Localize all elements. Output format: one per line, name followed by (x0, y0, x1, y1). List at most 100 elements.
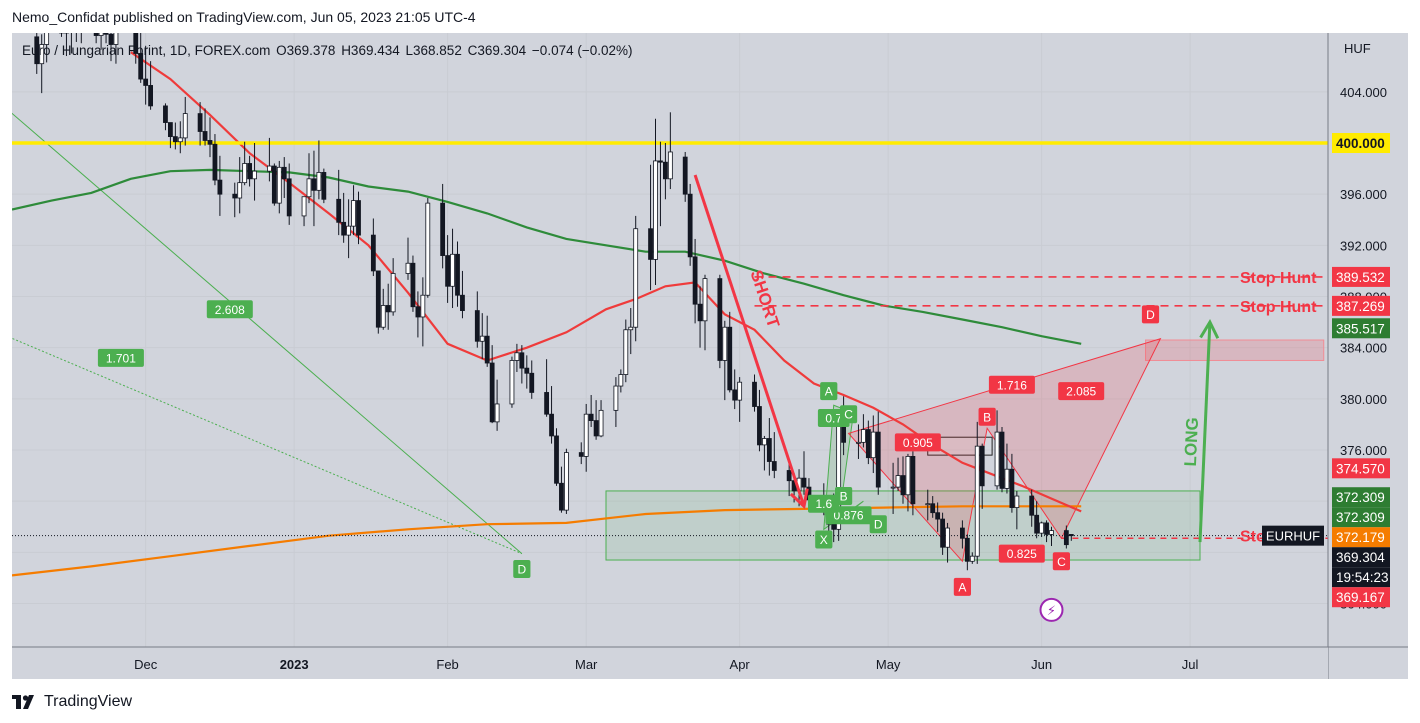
candle (212, 143, 218, 181)
candle (494, 403, 500, 423)
candle (564, 452, 569, 511)
price-tag-6: 372.309 (1336, 510, 1385, 525)
candle (623, 329, 629, 375)
pattern-point-label-bg (1141, 305, 1160, 324)
candle (618, 374, 624, 387)
candle (801, 477, 807, 488)
candle (385, 305, 391, 313)
candle (1034, 514, 1040, 534)
legend-low: L368.852 (405, 43, 462, 58)
candle (974, 445, 980, 557)
candle (559, 482, 564, 511)
candle (1044, 522, 1049, 535)
pattern-point-label: D (874, 518, 883, 532)
time-tick-label-7: Jul (1182, 657, 1199, 672)
candle (336, 198, 342, 223)
candle (346, 225, 352, 236)
price-tick-label: 376.000 (1340, 443, 1387, 458)
ratio-label-bg (988, 375, 1035, 394)
short-arrow-head (789, 488, 809, 510)
candle (861, 429, 866, 443)
pattern-point-label-bg (815, 530, 833, 549)
price-tag-9: 19:54:23 (1336, 570, 1389, 585)
candle (771, 461, 777, 471)
candle (1049, 530, 1054, 535)
time-tick-label-2: Feb (436, 657, 458, 672)
legend-close: C369.304 (467, 43, 527, 58)
candle (905, 456, 911, 496)
candle (682, 156, 688, 195)
footer-brand: TradingView (44, 693, 133, 710)
candle (356, 200, 361, 236)
candle (44, 33, 50, 45)
candle (717, 278, 723, 361)
footer: TradingView (12, 690, 132, 714)
candle (103, 33, 109, 35)
price-tag-bg (1332, 567, 1390, 588)
candle (692, 256, 698, 305)
candle (999, 431, 1005, 489)
price-tag-5: 372.309 (1336, 490, 1385, 505)
candle (460, 294, 465, 311)
candle (455, 253, 460, 296)
candle (247, 163, 253, 180)
price-tag-0: 400.000 (1336, 136, 1385, 151)
candle (697, 303, 703, 322)
candle (489, 362, 495, 423)
candle (271, 165, 277, 204)
lightning-glyph: ⚡ (1047, 604, 1056, 619)
candle (217, 179, 223, 195)
legend-symbol: Euro / Hungarian Forint, 1D, FOREX.com (22, 43, 271, 58)
candle (554, 435, 559, 484)
legend-change: −0.074 (−0.02%) (531, 43, 633, 58)
candle (598, 409, 604, 437)
candle (445, 255, 451, 287)
candle (281, 166, 287, 180)
pattern-point-label-bg (869, 515, 887, 534)
candle (1009, 468, 1015, 508)
candle (900, 475, 906, 496)
price-tag-bg (1332, 547, 1390, 568)
candle (940, 518, 945, 548)
candle (375, 270, 381, 328)
stop-hunt-label-cut: Sto (1240, 529, 1266, 546)
candle (529, 372, 535, 393)
stop-hunt-label-1: Stop Hunt (1240, 270, 1317, 287)
price-tag-bg (1332, 318, 1390, 339)
candle (113, 33, 119, 45)
candle (133, 33, 139, 54)
candle (663, 161, 668, 180)
candle (727, 326, 733, 391)
candle (509, 360, 515, 405)
price-tick-label: 380.000 (1340, 392, 1387, 407)
candle (895, 475, 901, 488)
pattern-point-label: A (958, 580, 966, 594)
pattern-point-label-bg (820, 382, 838, 401)
candle (1068, 534, 1074, 537)
candle (969, 555, 975, 562)
time-axis (12, 647, 1328, 679)
price-tag-1: 389.532 (1336, 270, 1385, 285)
pattern-point-label-bg (1052, 552, 1070, 571)
pattern-point-label: B (840, 490, 848, 504)
candle (593, 420, 599, 437)
time-tick-label-0: Dec (134, 657, 158, 672)
price-tick-label: 404.000 (1340, 85, 1387, 100)
candle (98, 33, 104, 36)
candle (311, 178, 317, 191)
candle (143, 78, 149, 86)
candle (1029, 495, 1035, 516)
chart-frame[interactable]: Stop Hunt Stop Hunt Sto SHORT LONG 2.608 1.701… (12, 33, 1408, 679)
candle (39, 44, 45, 65)
ratio-label-bg (808, 494, 840, 513)
candle (519, 352, 525, 369)
pattern-point-label: C (844, 408, 853, 422)
ratio-label: 1.701 (106, 351, 136, 365)
ratio-label: 1.716 (997, 378, 1027, 392)
pattern-point-label-bg (839, 405, 858, 424)
candle (380, 305, 386, 328)
candle (856, 441, 861, 444)
ratio-label-bg (998, 544, 1045, 563)
